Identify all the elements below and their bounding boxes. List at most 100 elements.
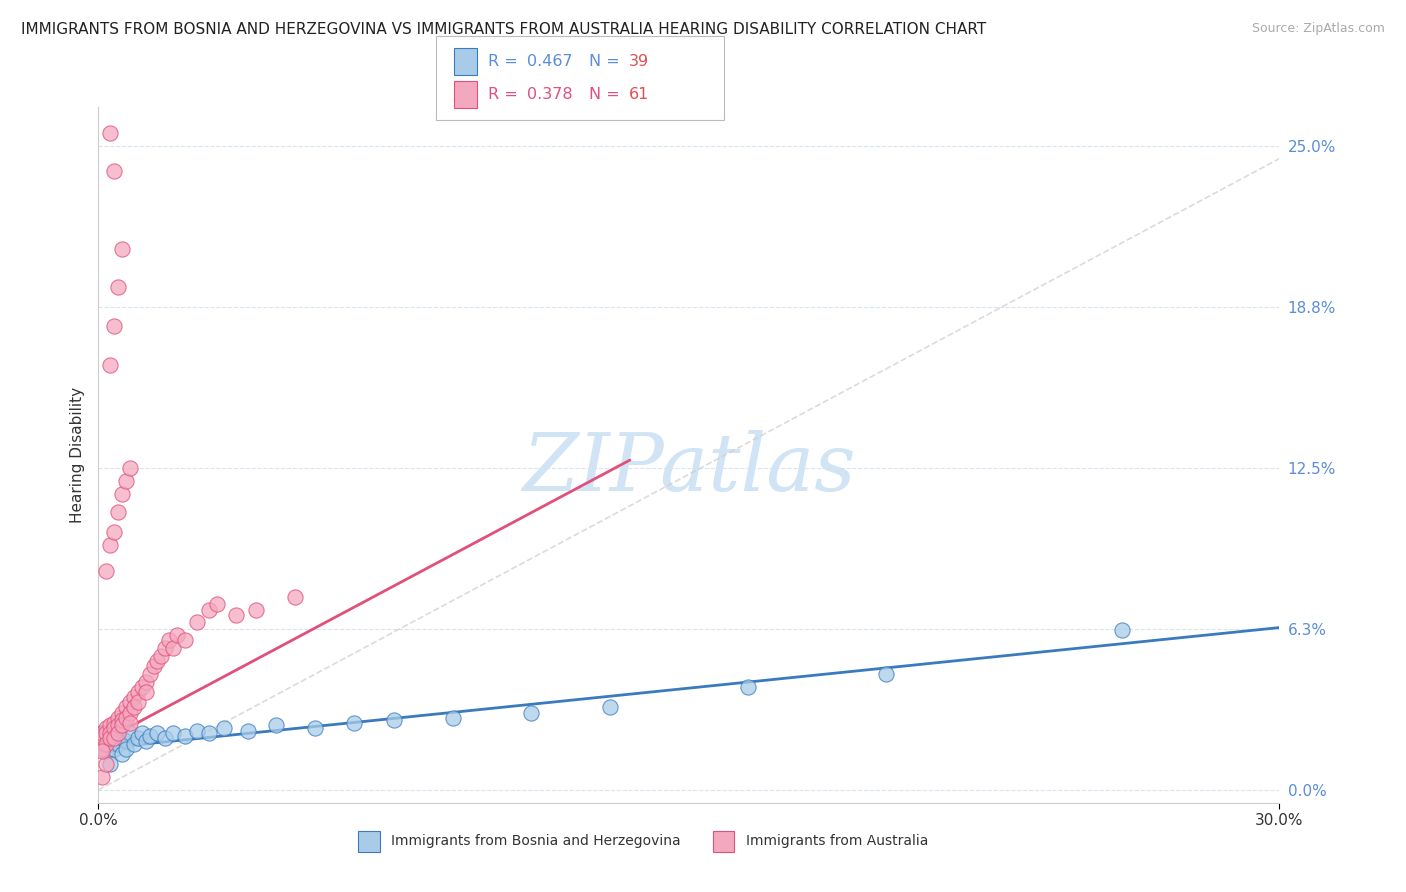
Point [91, 731, 114, 746]
Point [107, 737, 129, 751]
Point [875, 667, 897, 681]
Point [441, 711, 464, 725]
Point [225, 607, 247, 622]
Point [98, 126, 121, 140]
Point [599, 700, 621, 714]
Point [111, 718, 134, 732]
Point [91, 741, 114, 756]
Point [96, 757, 118, 772]
Text: Immigrants from Australia: Immigrants from Australia [745, 834, 928, 848]
Point [111, 486, 134, 500]
Point [98, 718, 121, 732]
Point [107, 718, 129, 732]
Text: ZIPatlas: ZIPatlas [522, 430, 856, 508]
Point [96, 744, 118, 758]
Point [122, 700, 145, 714]
Point [107, 711, 129, 725]
Text: 61: 61 [628, 87, 648, 103]
Point [146, 726, 169, 740]
Point [115, 741, 138, 756]
Point [98, 757, 121, 772]
Point [162, 641, 184, 656]
Point [111, 706, 134, 720]
Point [111, 714, 134, 728]
Point [150, 648, 173, 663]
Point [111, 731, 134, 746]
Point [107, 726, 129, 740]
Point [111, 747, 134, 761]
Point [236, 723, 259, 738]
Point [520, 706, 543, 720]
Point [118, 706, 141, 720]
Point [115, 711, 138, 725]
Point [162, 726, 184, 740]
Point [214, 721, 236, 735]
Point [264, 718, 287, 732]
Point [107, 726, 129, 740]
Point [96, 737, 118, 751]
Point [118, 695, 141, 709]
Point [98, 737, 121, 751]
Text: N =: N = [589, 54, 626, 69]
Point [96, 564, 118, 578]
Point [1111, 623, 1133, 637]
Text: 0.467: 0.467 [527, 54, 572, 69]
Point [205, 598, 228, 612]
Text: 39: 39 [628, 54, 648, 69]
Point [103, 319, 125, 334]
Point [91, 737, 114, 751]
Point [122, 690, 145, 705]
Point [135, 674, 157, 689]
Y-axis label: Hearing Disability: Hearing Disability [69, 387, 84, 523]
Text: Source: ZipAtlas.com: Source: ZipAtlas.com [1251, 22, 1385, 36]
Point [155, 731, 177, 746]
Point [103, 715, 125, 730]
Point [98, 726, 121, 740]
Point [111, 242, 134, 256]
Point [142, 659, 165, 673]
Point [122, 737, 145, 751]
Point [115, 474, 138, 488]
Point [186, 723, 208, 738]
Point [91, 770, 114, 784]
Text: 0.378: 0.378 [527, 87, 572, 103]
Point [245, 602, 267, 616]
Point [107, 280, 129, 294]
Point [166, 628, 188, 642]
Point [304, 721, 326, 735]
FancyBboxPatch shape [359, 830, 380, 852]
Point [118, 726, 141, 740]
Point [103, 525, 125, 540]
Text: Immigrants from Bosnia and Herzegovina: Immigrants from Bosnia and Herzegovina [391, 834, 681, 848]
Point [127, 685, 149, 699]
Point [98, 358, 121, 372]
Point [98, 726, 121, 740]
Point [343, 715, 366, 730]
Point [135, 685, 157, 699]
Point [96, 726, 118, 740]
Point [174, 633, 197, 648]
Point [138, 729, 160, 743]
Point [107, 505, 129, 519]
Point [284, 590, 307, 604]
Point [127, 695, 149, 709]
Point [186, 615, 208, 630]
Point [91, 744, 114, 758]
Point [146, 654, 169, 668]
Point [131, 726, 153, 740]
Point [96, 721, 118, 735]
Point [131, 680, 153, 694]
Point [103, 731, 125, 746]
Point [118, 715, 141, 730]
Point [103, 741, 125, 756]
Point [197, 602, 219, 616]
Point [135, 734, 157, 748]
Text: R =: R = [488, 87, 523, 103]
Text: R =: R = [488, 54, 523, 69]
Point [737, 680, 759, 694]
Point [98, 731, 121, 746]
Point [91, 726, 114, 740]
Text: IMMIGRANTS FROM BOSNIA AND HERZEGOVINA VS IMMIGRANTS FROM AUSTRALIA HEARING DISA: IMMIGRANTS FROM BOSNIA AND HERZEGOVINA V… [21, 22, 987, 37]
Point [157, 633, 180, 648]
Point [174, 729, 197, 743]
